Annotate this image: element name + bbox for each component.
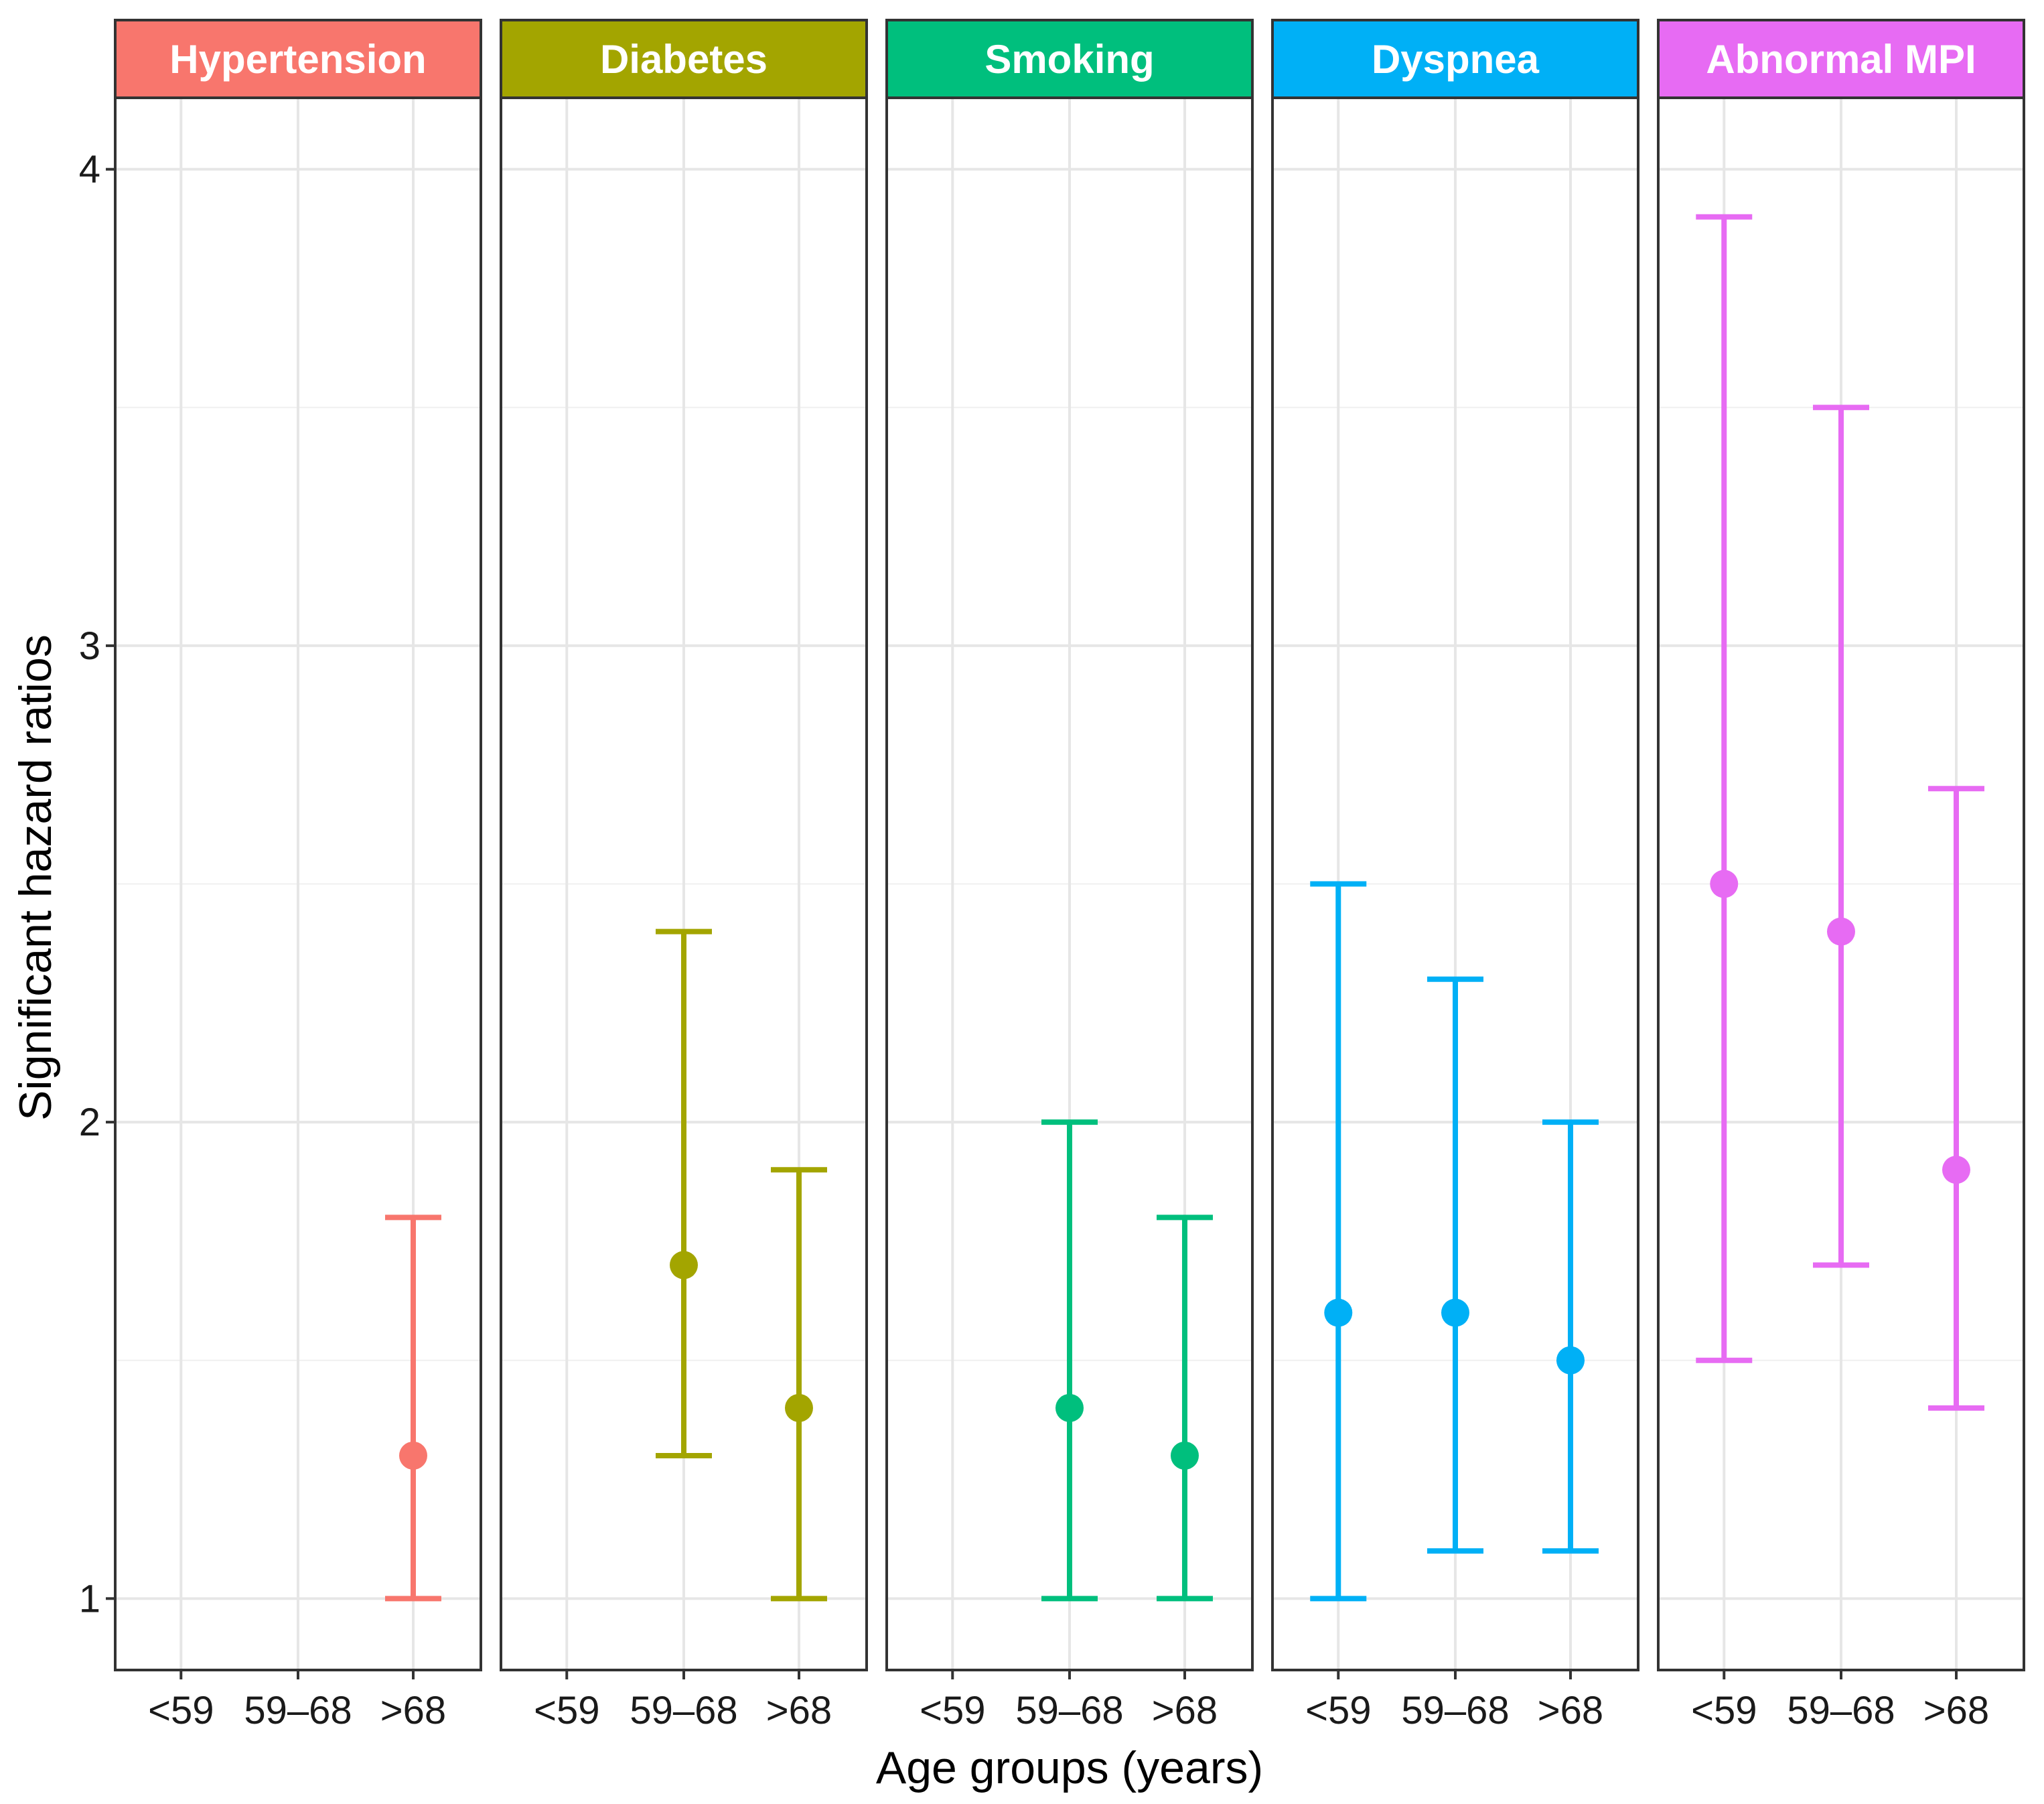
point-estimate-abnormal-mpi-1 xyxy=(1827,917,1855,946)
x-tick-label-abnormal-mpi-0: <59 xyxy=(1691,1689,1757,1732)
point-estimate-hypertension-2 xyxy=(398,1441,427,1470)
point-estimate-smoking-1 xyxy=(1055,1393,1084,1422)
facet-title-smoking: Smoking xyxy=(984,37,1154,82)
x-tick-label-diabetes-2: >68 xyxy=(766,1689,832,1732)
facet-strip-dyspnea xyxy=(1271,19,1639,99)
x-tick-label-diabetes-1: 59–68 xyxy=(630,1689,737,1732)
x-tick-label-dyspnea-0: <59 xyxy=(1305,1689,1371,1732)
point-estimate-diabetes-1 xyxy=(670,1251,698,1279)
x-tick-label-smoking-1: 59–68 xyxy=(1015,1689,1123,1732)
facet-title-dyspnea: Dyspnea xyxy=(1372,37,1540,82)
x-tick-label-hypertension-2: >68 xyxy=(380,1689,446,1732)
x-tick-label-smoking-0: <59 xyxy=(920,1689,985,1732)
y-tick-label-3: 3 xyxy=(79,624,100,668)
point-estimate-dyspnea-1 xyxy=(1441,1298,1469,1327)
x-tick-label-hypertension-0: <59 xyxy=(148,1689,214,1732)
facet-title-diabetes: Diabetes xyxy=(600,37,768,82)
y-tick-label-1: 1 xyxy=(79,1577,100,1620)
point-estimate-smoking-2 xyxy=(1170,1441,1199,1470)
point-estimate-abnormal-mpi-0 xyxy=(1710,870,1739,898)
x-tick-label-smoking-2: >68 xyxy=(1152,1689,1218,1732)
y-tick-label-2: 2 xyxy=(79,1101,100,1144)
y-tick-label-4: 4 xyxy=(79,148,100,192)
facet-title-abnormal-mpi: Abnormal MPI xyxy=(1706,37,1976,82)
facet-strip-abnormal-mpi xyxy=(1657,19,2025,99)
x-tick-label-dyspnea-1: 59–68 xyxy=(1401,1689,1509,1732)
x-tick-label-dyspnea-2: >68 xyxy=(1538,1689,1603,1732)
facet-title-hypertension: Hypertension xyxy=(169,37,426,82)
point-estimate-abnormal-mpi-2 xyxy=(1942,1156,1970,1184)
facet-strip-smoking xyxy=(885,19,1254,99)
x-tick-label-hypertension-1: 59–68 xyxy=(244,1689,352,1732)
x-tick-label-diabetes-0: <59 xyxy=(534,1689,599,1732)
facet-strip-hypertension xyxy=(114,19,482,99)
x-tick-label-abnormal-mpi-2: >68 xyxy=(1923,1689,1989,1732)
x-axis-title: Age groups (years) xyxy=(876,1742,1263,1793)
point-estimate-dyspnea-2 xyxy=(1556,1346,1585,1375)
x-tick-label-abnormal-mpi-1: 59–68 xyxy=(1787,1689,1895,1732)
point-estimate-dyspnea-0 xyxy=(1324,1298,1353,1327)
facet-strip-diabetes xyxy=(500,19,868,99)
y-axis-title: Significant hazard ratios xyxy=(10,634,61,1121)
point-estimate-diabetes-2 xyxy=(784,1393,813,1422)
